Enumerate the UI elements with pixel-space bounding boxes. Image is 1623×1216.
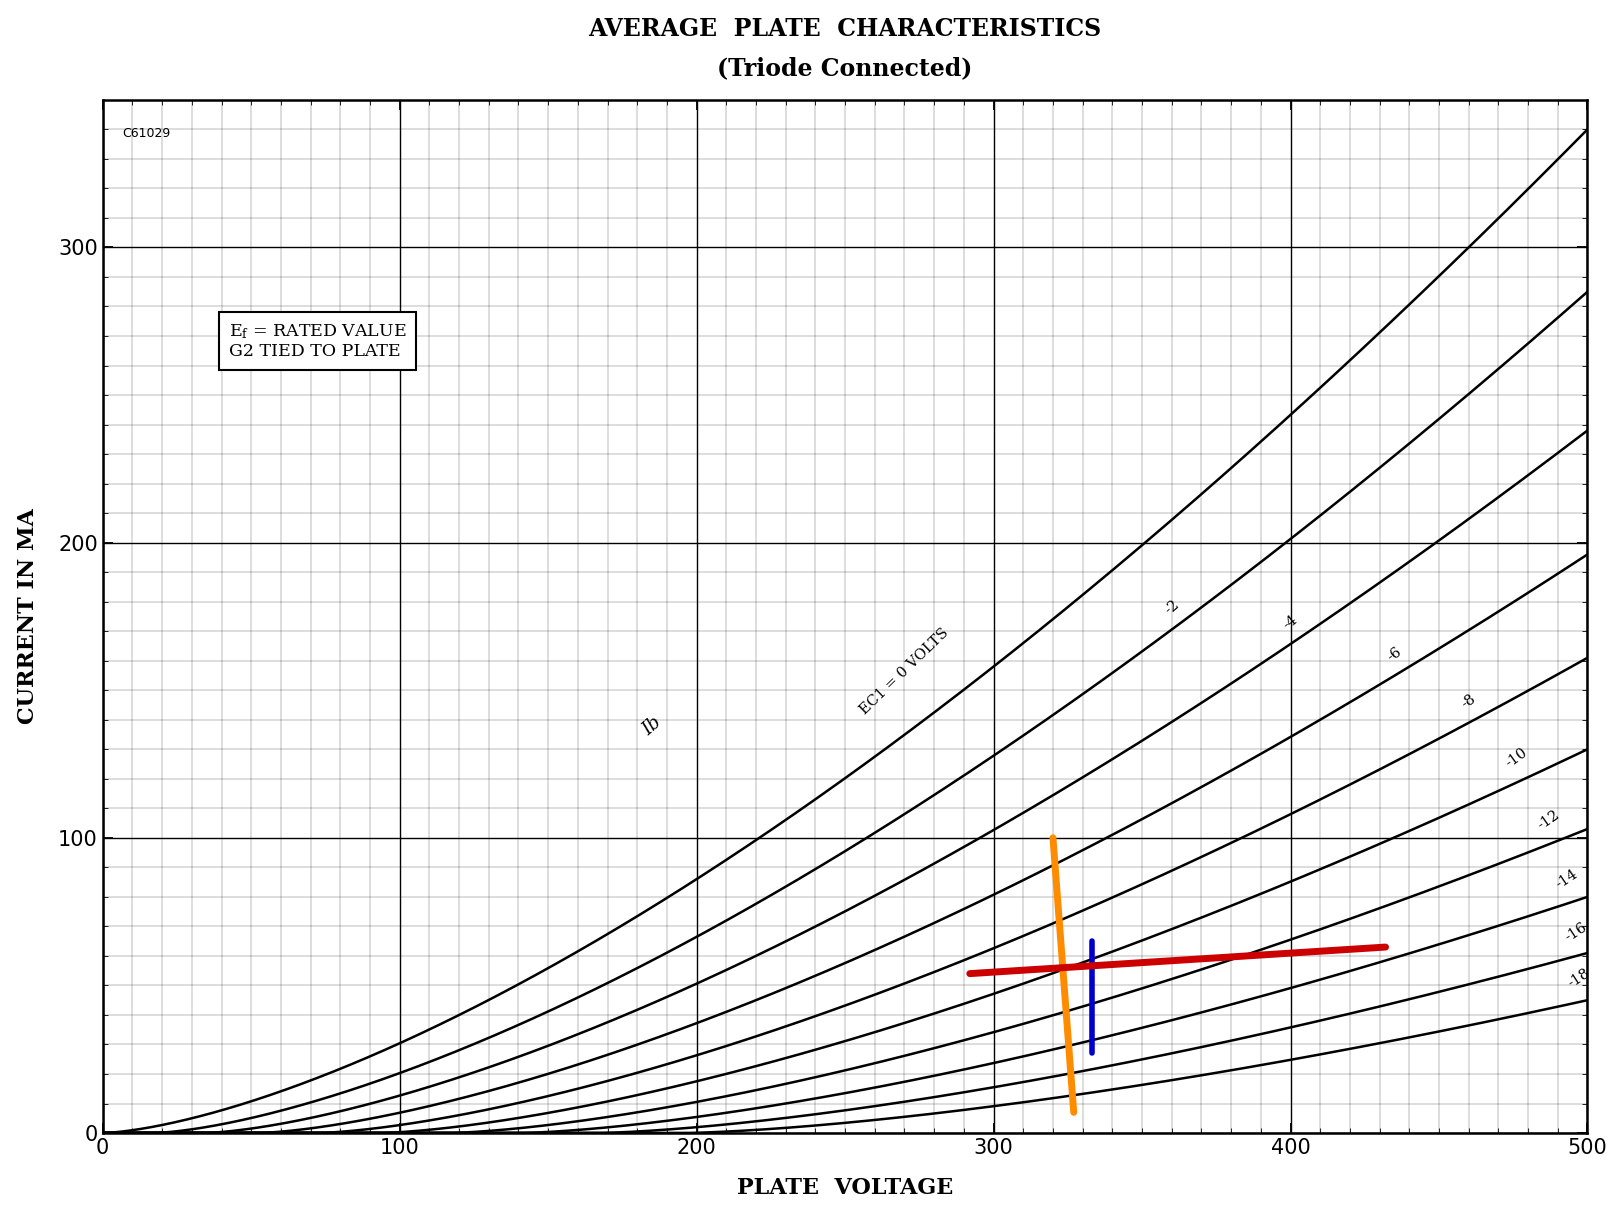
Text: EC1 = 0 VOLTS: EC1 = 0 VOLTS bbox=[857, 625, 951, 717]
Text: -8: -8 bbox=[1457, 691, 1477, 711]
Text: -10: -10 bbox=[1501, 745, 1529, 771]
X-axis label: PLATE  VOLTAGE: PLATE VOLTAGE bbox=[737, 1177, 953, 1199]
Text: Ib: Ib bbox=[639, 713, 664, 738]
Text: -18: -18 bbox=[1565, 966, 1591, 990]
Text: -16: -16 bbox=[1561, 921, 1589, 945]
Text: $\mathregular{E_f}$ = RATED VALUE
G2 TIED TO PLATE: $\mathregular{E_f}$ = RATED VALUE G2 TIE… bbox=[229, 322, 406, 360]
Title: AVERAGE  PLATE  CHARACTERISTICS
(Triode Connected): AVERAGE PLATE CHARACTERISTICS (Triode Co… bbox=[588, 17, 1100, 80]
Text: C61029: C61029 bbox=[122, 126, 170, 140]
Text: -4: -4 bbox=[1281, 613, 1300, 632]
Text: -12: -12 bbox=[1534, 807, 1561, 833]
Y-axis label: CURRENT IN MA: CURRENT IN MA bbox=[16, 508, 39, 725]
Text: -2: -2 bbox=[1160, 598, 1182, 618]
Text: -14: -14 bbox=[1552, 867, 1579, 891]
Text: -6: -6 bbox=[1384, 644, 1404, 664]
